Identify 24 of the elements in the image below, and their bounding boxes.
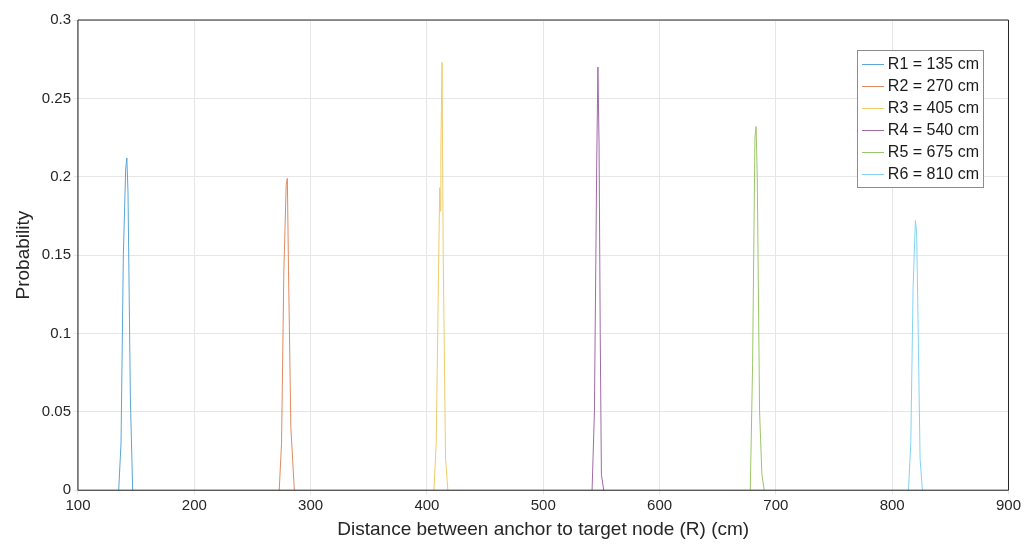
x-axis-title: Distance between anchor to target node (R) (cm) <box>337 517 750 539</box>
x-tick-label: 900 <box>995 496 1021 514</box>
y-tick-label: 0.25 <box>41 88 71 106</box>
legend-label: R2 = 270 cm <box>887 76 979 96</box>
legend-label: R3 = 405 cm <box>887 98 979 118</box>
x-tick-label: 700 <box>763 496 789 514</box>
y-tick-label: 0.2 <box>50 166 71 184</box>
y-tick-label: 0.1 <box>50 323 71 341</box>
y-axis-title: Probability <box>11 210 33 300</box>
legend-label: R4 = 540 cm <box>887 120 979 140</box>
x-tick-label: 400 <box>414 496 440 514</box>
x-tick-label: 800 <box>879 496 905 514</box>
x-tick-label: 100 <box>65 496 91 514</box>
legend-label: R1 = 135 cm <box>887 54 979 74</box>
legend-label: R6 = 810 cm <box>887 164 979 184</box>
y-tick-label: 0 <box>62 480 71 498</box>
y-tick-label: 0.05 <box>41 401 71 419</box>
y-tick-label: 0.3 <box>50 10 71 28</box>
legend-label: R5 = 675 cm <box>887 142 979 162</box>
y-tick-label: 0.15 <box>41 245 71 263</box>
x-tick-label: 600 <box>647 496 673 514</box>
x-tick-label: 200 <box>181 496 207 514</box>
x-tick-label: 500 <box>530 496 556 514</box>
x-tick-label: 300 <box>298 496 324 514</box>
